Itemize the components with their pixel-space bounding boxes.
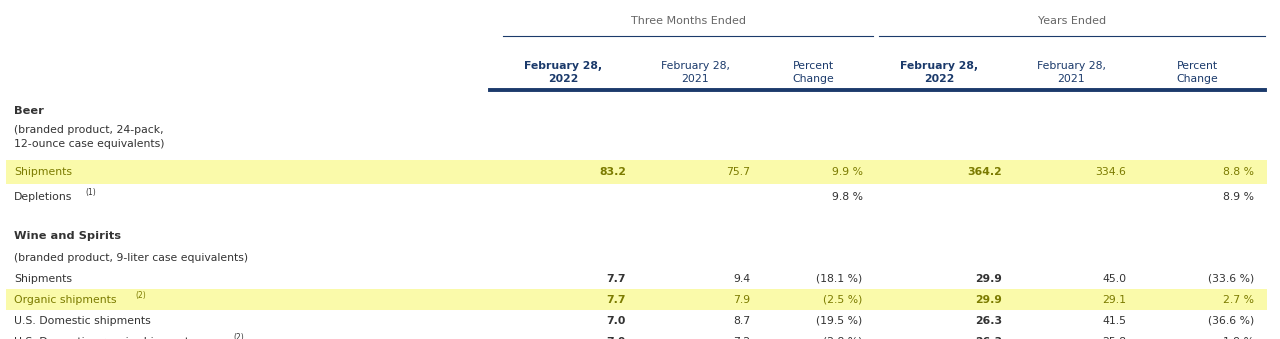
Text: Percent
Change: Percent Change xyxy=(1176,61,1219,84)
Text: 7.0: 7.0 xyxy=(607,316,626,326)
Text: 29.9: 29.9 xyxy=(975,295,1002,305)
Text: U.S. Domestic shipments: U.S. Domestic shipments xyxy=(14,316,151,326)
Bar xyxy=(6,160,1267,184)
Text: 9.8 %: 9.8 % xyxy=(832,192,863,202)
Text: (19.5 %): (19.5 %) xyxy=(817,316,863,326)
Text: 75.7: 75.7 xyxy=(726,167,750,177)
Text: 8.7: 8.7 xyxy=(733,316,750,326)
Text: 26.3: 26.3 xyxy=(975,316,1002,326)
Text: Wine and Spirits: Wine and Spirits xyxy=(14,231,122,241)
Text: (2.8 %): (2.8 %) xyxy=(823,337,863,339)
Text: (branded product, 9-liter case equivalents): (branded product, 9-liter case equivalen… xyxy=(14,253,248,263)
Text: (18.1 %): (18.1 %) xyxy=(817,274,863,284)
Text: February 28,
2021: February 28, 2021 xyxy=(660,61,730,84)
Text: Years Ended: Years Ended xyxy=(1038,16,1106,26)
Text: 45.0: 45.0 xyxy=(1102,274,1126,284)
Text: (2): (2) xyxy=(233,333,244,339)
Text: February 28,
2022: February 28, 2022 xyxy=(900,61,979,84)
Text: (36.6 %): (36.6 %) xyxy=(1208,316,1254,326)
Text: 41.5: 41.5 xyxy=(1102,316,1126,326)
Text: 29.9: 29.9 xyxy=(975,274,1002,284)
Text: Three Months Ended: Three Months Ended xyxy=(631,16,745,26)
Text: (33.6 %): (33.6 %) xyxy=(1208,274,1254,284)
Text: 9.9 %: 9.9 % xyxy=(832,167,863,177)
Text: Percent
Change: Percent Change xyxy=(792,61,835,84)
Text: 334.6: 334.6 xyxy=(1096,167,1126,177)
Text: 7.7: 7.7 xyxy=(607,274,626,284)
Text: 8.9 %: 8.9 % xyxy=(1224,192,1254,202)
Text: Shipments: Shipments xyxy=(14,167,72,177)
Text: 7.9: 7.9 xyxy=(733,295,750,305)
Text: 8.8 %: 8.8 % xyxy=(1224,167,1254,177)
Text: 9.4: 9.4 xyxy=(733,274,750,284)
Bar xyxy=(6,289,1267,310)
Text: U.S. Domestic organic shipments: U.S. Domestic organic shipments xyxy=(14,337,195,339)
Text: 7.7: 7.7 xyxy=(607,295,626,305)
Text: 29.1: 29.1 xyxy=(1102,295,1126,305)
Text: (2.5 %): (2.5 %) xyxy=(823,295,863,305)
Text: 2.7 %: 2.7 % xyxy=(1224,295,1254,305)
Text: Depletions: Depletions xyxy=(14,192,73,202)
Text: 7.2: 7.2 xyxy=(733,337,750,339)
Text: 1.9 %: 1.9 % xyxy=(1224,337,1254,339)
Text: 364.2: 364.2 xyxy=(968,167,1002,177)
Text: Shipments: Shipments xyxy=(14,274,72,284)
Text: Beer: Beer xyxy=(14,105,44,116)
Text: 83.2: 83.2 xyxy=(599,167,626,177)
Text: (branded product, 24-pack,
12-ounce case equivalents): (branded product, 24-pack, 12-ounce case… xyxy=(14,125,165,149)
Text: 7.0: 7.0 xyxy=(607,337,626,339)
Text: (1): (1) xyxy=(86,188,96,197)
Text: Organic shipments: Organic shipments xyxy=(14,295,116,305)
Text: 25.8: 25.8 xyxy=(1102,337,1126,339)
Text: (2): (2) xyxy=(136,291,146,300)
Text: February 28,
2021: February 28, 2021 xyxy=(1037,61,1106,84)
Text: 26.3: 26.3 xyxy=(975,337,1002,339)
Text: February 28,
2022: February 28, 2022 xyxy=(524,61,603,84)
